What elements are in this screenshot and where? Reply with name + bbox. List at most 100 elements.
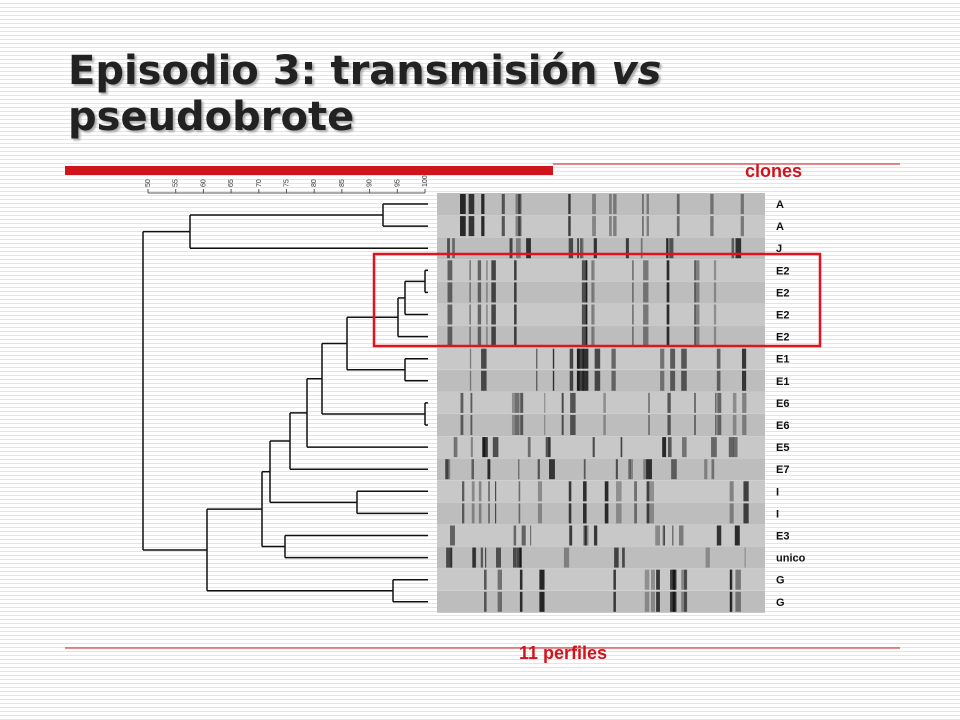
gel-band [667,392,671,413]
gel-band [729,503,734,524]
gel-band [742,392,747,413]
clone-label: I [776,508,779,520]
gel-band [447,326,453,347]
gel-band [472,547,476,568]
gel-band [577,370,579,391]
gel-band [481,370,487,391]
gel-band [569,370,574,391]
gel-band [487,459,491,480]
gel-band [470,392,473,413]
gel-band [583,525,589,546]
gel-lane [437,303,765,326]
gel-band [613,569,616,590]
gel-band [477,260,482,281]
gel-band [570,392,576,413]
gel-band [667,437,672,458]
gel-band [478,481,482,502]
gel-band [495,481,497,502]
gel-band [514,282,517,303]
gel-lane [437,546,765,569]
scale-label: 75 [284,179,291,187]
gel-lane [437,215,765,238]
gel-band [514,304,517,325]
gel-band [694,282,697,303]
gel-band [603,415,606,435]
gel-band [671,459,677,480]
clone-label: I [776,486,779,498]
gel-band [743,503,749,524]
gel-band [591,304,593,325]
gel-band [496,547,501,568]
gel-band [497,591,502,612]
highlight-box [372,252,822,348]
gel-band [729,591,732,612]
clone-label: A [776,199,784,211]
gel-band [537,459,540,480]
gel-band [648,415,650,435]
gel-band [694,260,697,281]
gel-band [471,481,475,502]
footer-label: 11 perfiles [519,643,607,663]
gel-band [472,547,477,568]
gel-band [471,459,475,480]
gel-band [676,216,680,237]
gel-band [513,525,517,546]
gel-band [634,503,637,524]
gel-band [450,525,455,546]
gel-band [742,415,747,435]
gel-band [603,392,606,413]
gel-band [682,437,687,458]
gel-band [447,238,450,259]
gel-band [669,238,674,259]
gel-band [616,481,622,502]
gel-lane [437,568,765,591]
gel-band [650,569,655,590]
gel-band [591,282,593,303]
gel-band [611,370,616,391]
gel-band [481,348,487,369]
gel-band [569,348,574,369]
gel-band [694,260,700,281]
gel-band [735,591,741,612]
gel-band [470,437,473,458]
gel-band [583,503,587,524]
gel-band [584,525,587,546]
clone-label: E5 [776,442,789,454]
gel-band [656,569,660,590]
gel-band [625,238,629,259]
gel-band [666,260,670,281]
gel-band [450,547,453,568]
clone-label: J [776,243,782,255]
gel-band [513,547,517,568]
scale-label: 65 [228,179,235,187]
clone-label: E6 [776,420,789,432]
gel-band [715,415,717,435]
gel-band [681,591,688,612]
gel-band [514,326,517,347]
gel-band [666,304,670,325]
gel-band [716,525,722,546]
gel-band [580,238,582,259]
gel-band [741,370,747,391]
gel-band [514,415,520,435]
gel-band [568,503,572,524]
gel-band [530,525,532,546]
gel-band [729,569,732,590]
gel-band [472,547,476,568]
gel-band [518,194,522,214]
clone-label: G [776,597,785,609]
gel-band [729,481,734,502]
clones-label: clones [745,161,802,181]
gel-band [446,547,453,568]
gel-band [734,525,740,546]
gel-band [681,348,687,369]
gel-band [717,415,722,435]
clone-label: unico [776,553,806,565]
gel-band [646,194,649,214]
gel-band [582,370,589,391]
gel-band [713,282,717,303]
gel-band [676,194,680,214]
gel-band [649,481,655,502]
gel-band [482,437,486,458]
gel-band [660,370,665,391]
